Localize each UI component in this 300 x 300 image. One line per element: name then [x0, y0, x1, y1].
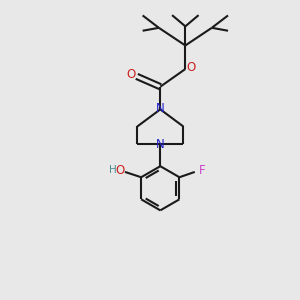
Text: N: N [156, 139, 165, 152]
Text: N: N [156, 102, 165, 115]
Text: O: O [127, 68, 136, 80]
Text: H: H [109, 166, 117, 176]
Text: O: O [115, 164, 124, 177]
Text: F: F [199, 164, 206, 177]
Text: O: O [186, 61, 195, 74]
